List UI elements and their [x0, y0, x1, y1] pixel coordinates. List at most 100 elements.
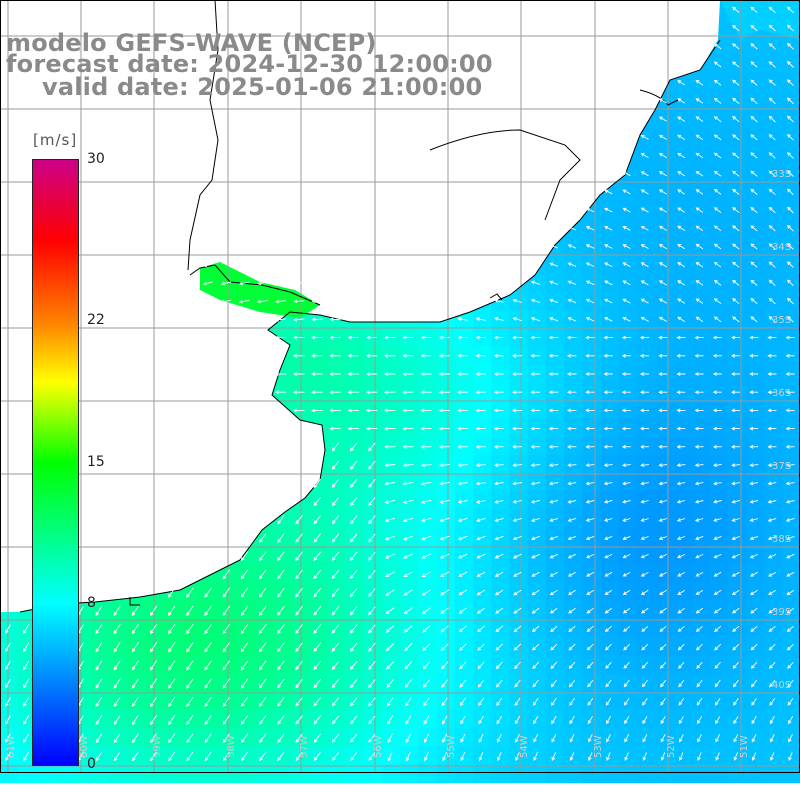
wind-arrow	[642, 697, 648, 706]
field-cell	[655, 218, 674, 238]
wind-arrow	[732, 188, 740, 195]
field-cell	[782, 145, 800, 165]
longitude-label: 52W	[666, 735, 677, 758]
field-cell	[618, 364, 638, 383]
wind-arrow	[258, 624, 267, 635]
wind-arrow	[768, 625, 776, 632]
field-cell	[109, 600, 128, 620]
field-cell	[600, 309, 620, 329]
field-cell	[691, 127, 711, 147]
wind-arrow	[713, 152, 722, 159]
field-cell	[782, 327, 800, 347]
field-cell	[91, 691, 110, 711]
wind-arrow	[678, 661, 685, 669]
wind-arrow	[442, 751, 448, 762]
field-cell	[345, 364, 365, 383]
wind-arrow	[749, 353, 759, 358]
field-cell	[509, 327, 529, 347]
wind-arrow	[768, 643, 776, 651]
field-cell	[709, 728, 729, 747]
wind-arrow	[658, 481, 668, 486]
wind-arrow	[475, 463, 486, 468]
wind-arrow	[787, 170, 794, 177]
field-cell	[764, 273, 784, 292]
wind-arrow	[732, 625, 740, 633]
field-cell	[455, 382, 474, 401]
wind-arrow	[678, 679, 685, 688]
wind-arrow	[678, 734, 684, 743]
field-cell	[564, 254, 583, 274]
wind-arrow	[475, 481, 486, 486]
field-cell	[709, 72, 729, 92]
field-cell	[728, 382, 747, 401]
wind-arrow	[5, 733, 11, 743]
wind-arrow	[695, 572, 704, 577]
field-cell	[618, 691, 638, 711]
wind-arrow	[277, 587, 285, 598]
field-cell	[764, 182, 784, 201]
field-cell	[491, 382, 511, 401]
field-cell	[382, 746, 401, 765]
field-cell	[418, 418, 438, 438]
wind-arrow	[676, 463, 686, 468]
wind-arrow	[697, 734, 702, 743]
wind-arrow	[731, 518, 740, 522]
wind-arrow	[168, 660, 176, 671]
field-cell	[327, 491, 347, 511]
wind-arrow	[439, 481, 450, 486]
wind-arrow	[768, 6, 776, 14]
field-cell	[655, 254, 674, 274]
field-cell	[236, 564, 256, 583]
field-cell	[509, 655, 529, 674]
wind-arrow	[732, 207, 740, 214]
field-cell	[746, 364, 765, 383]
wind-arrow	[204, 642, 212, 653]
wind-arrow	[530, 463, 541, 468]
wind-arrow	[204, 623, 212, 635]
field-cell	[655, 400, 674, 420]
wind-arrow	[186, 605, 194, 617]
wind-arrow	[676, 335, 686, 340]
field-cell	[782, 382, 800, 401]
wind-arrow	[311, 408, 323, 413]
wind-arrow	[313, 642, 322, 653]
wind-arrow	[113, 623, 121, 635]
legend-unit: [m/s]	[33, 131, 78, 149]
field-cell	[728, 364, 747, 383]
wind-arrow	[713, 79, 722, 86]
wind-arrow	[329, 353, 341, 358]
field-cell	[764, 709, 784, 729]
wind-arrow	[478, 697, 485, 707]
field-cell	[582, 728, 602, 747]
field-cell	[182, 728, 201, 747]
field-cell	[582, 764, 602, 784]
wind-arrow	[605, 643, 612, 651]
wind-arrow	[567, 408, 577, 413]
field-cell	[145, 764, 165, 784]
wind-arrow	[658, 444, 668, 449]
wind-arrow	[347, 353, 360, 358]
wind-arrow	[439, 444, 450, 449]
field-cell	[0, 709, 19, 729]
field-cell	[691, 254, 711, 274]
field-cell	[637, 691, 656, 711]
wind-arrow	[622, 481, 631, 486]
field-cell	[618, 673, 638, 693]
wind-arrow	[640, 134, 649, 140]
wind-arrow	[767, 372, 777, 376]
field-cell	[709, 309, 729, 329]
wind-arrow	[420, 481, 432, 486]
field-cell	[709, 455, 729, 474]
field-cell	[309, 618, 329, 638]
field-cell	[473, 728, 492, 747]
wind-arrow	[677, 643, 685, 651]
field-cell	[509, 418, 529, 438]
field-cell	[182, 764, 201, 784]
legend-tick-label: 22	[87, 312, 105, 329]
field-cell	[455, 746, 474, 765]
wind-arrow	[365, 335, 378, 340]
wind-arrow	[385, 643, 395, 652]
wind-arrow	[331, 460, 340, 470]
wind-arrow	[222, 696, 230, 707]
field-cell	[163, 618, 183, 638]
